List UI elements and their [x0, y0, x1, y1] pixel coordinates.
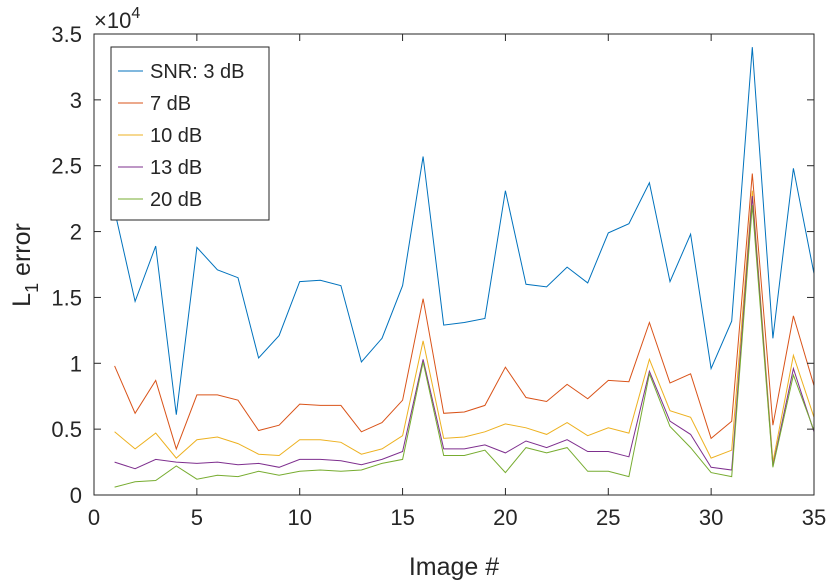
series-line-5 — [114, 205, 814, 488]
y-tick-label: 2 — [70, 220, 82, 245]
plot-lines — [114, 47, 814, 488]
legend-label: 10 dB — [150, 125, 202, 147]
y-tick-label: 2.5 — [51, 154, 82, 179]
y-tick-label: 0 — [70, 483, 82, 508]
legend-item: 10 dB — [118, 125, 202, 147]
axes-box — [93, 33, 815, 496]
legend-box — [110, 46, 270, 221]
x-tick-label: 15 — [390, 505, 414, 530]
legend-item: 20 dB — [118, 189, 202, 211]
y-tick-label: 1.5 — [51, 285, 82, 310]
x-tick-label: 0 — [88, 505, 100, 530]
legend-label: 13 dB — [150, 157, 202, 179]
series-line-2 — [114, 173, 814, 451]
legend-item: 13 dB — [118, 157, 202, 179]
legend-item: SNR: 3 dB — [118, 61, 244, 83]
chart-legend: SNR: 3 dB 7 dB 10 dB 13 dB 20 dB — [110, 46, 270, 221]
series-line-4 — [114, 195, 814, 471]
legend-label: 7 dB — [150, 93, 191, 115]
axis-ticks: 0 5 10 15 20 25 30 35 0 0.5 1 1.5 2 2.5 3 3.5 — [51, 22, 826, 530]
x-tick-label: 25 — [596, 505, 620, 530]
y-tick-label: 1 — [70, 351, 82, 376]
x-tick-label: 35 — [802, 505, 826, 530]
y-exponent-label: ×104 — [94, 5, 140, 33]
legend-label: 20 dB — [150, 189, 202, 211]
y-tick-label: 0.5 — [51, 417, 82, 442]
legend-label: SNR: 3 dB — [150, 61, 244, 83]
series-line-1 — [114, 47, 814, 415]
y-axis-label: L1 error — [8, 223, 42, 307]
y-tick-label: 3 — [70, 88, 82, 113]
y-tick-label: 3.5 — [51, 22, 82, 47]
series-line-3 — [114, 190, 814, 463]
legend-item: 7 dB — [118, 93, 191, 115]
x-axis-label: Image # — [409, 553, 499, 581]
x-tick-label: 20 — [493, 505, 517, 530]
x-tick-label: 30 — [699, 505, 723, 530]
x-tick-label: 5 — [191, 505, 203, 530]
x-tick-label: 10 — [287, 505, 311, 530]
